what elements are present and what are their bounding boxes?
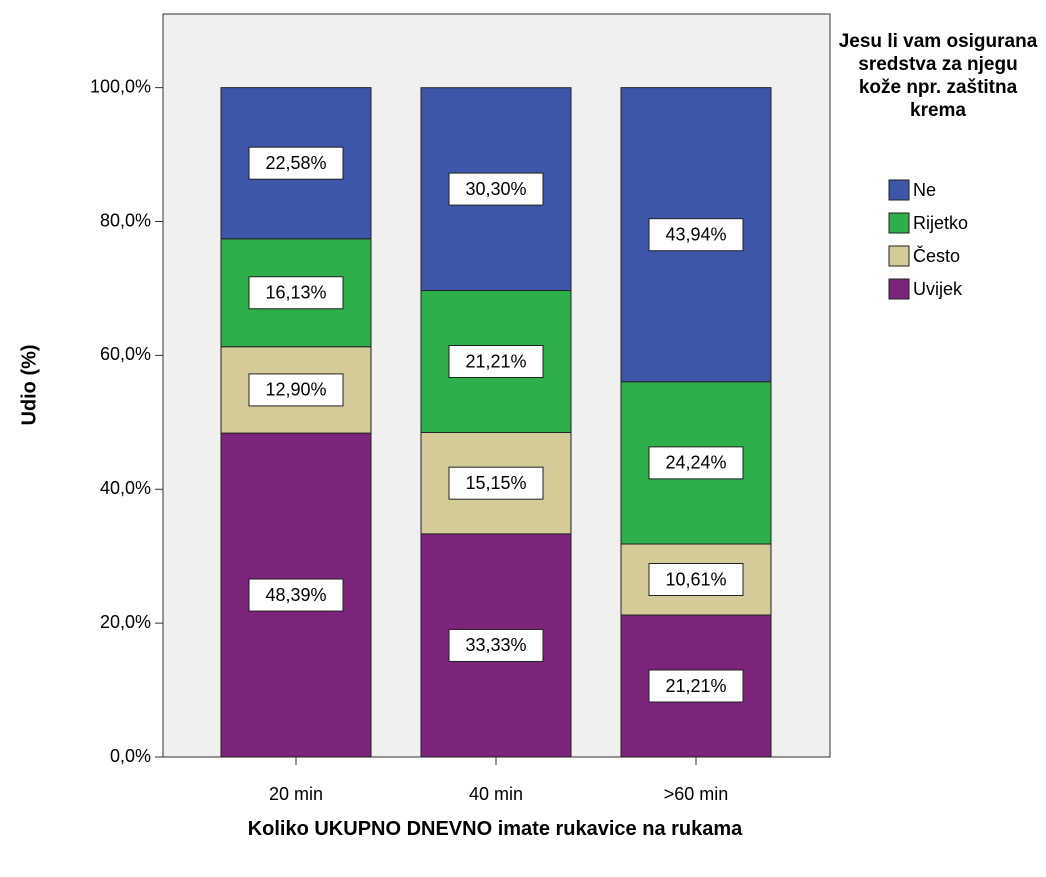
value-label-box <box>248 578 344 612</box>
legend-swatch <box>888 179 910 201</box>
value-label: 43,94% <box>665 224 726 244</box>
legend-label: Rijetko <box>913 213 968 233</box>
value-label: 33,33% <box>465 635 526 655</box>
value-label-box <box>448 345 544 379</box>
y-tick-label: 0,0% <box>110 746 151 766</box>
value-label: 48,39% <box>265 585 326 605</box>
legend-label: Uvijek <box>913 279 963 299</box>
value-label: 10,61% <box>665 569 726 589</box>
legend-swatch <box>888 278 910 300</box>
value-label-box <box>248 276 344 310</box>
x-tick-label: 40 min <box>469 784 523 804</box>
value-label: 16,13% <box>265 283 326 303</box>
value-label: 21,21% <box>465 351 526 371</box>
legend-label: Ne <box>913 180 936 200</box>
value-label: 15,15% <box>465 473 526 493</box>
value-label-box <box>248 373 344 407</box>
y-tick-label: 20,0% <box>100 612 151 632</box>
legend-swatch <box>888 245 910 267</box>
value-label: 30,30% <box>465 179 526 199</box>
legend-swatch <box>888 212 910 234</box>
legend-label: Često <box>913 245 960 266</box>
x-axis-title: Koliko UKUPNO DNEVNO imate rukavice na r… <box>247 818 743 840</box>
y-tick-label: 60,0% <box>100 344 151 364</box>
value-label: 21,21% <box>665 676 726 696</box>
value-label-box <box>648 669 744 703</box>
legend-title: Jesu li vam osigurana sredstva za njegu … <box>838 31 1038 121</box>
value-label: 12,90% <box>265 380 326 400</box>
x-tick-label: >60 min <box>664 784 729 804</box>
y-tick-label: 100,0% <box>90 76 151 96</box>
x-tick-label: 20 min <box>269 784 323 804</box>
y-tick-label: 80,0% <box>100 210 151 230</box>
value-label: 22,58% <box>265 153 326 173</box>
value-label-box <box>648 218 744 252</box>
value-label-box <box>648 563 744 597</box>
value-label-box <box>248 146 344 180</box>
value-label-box <box>448 172 544 206</box>
y-tick-label: 40,0% <box>100 478 151 498</box>
value-label-box <box>648 446 744 480</box>
value-label-box <box>448 628 544 662</box>
value-label-box <box>448 466 544 500</box>
value-label: 24,24% <box>665 453 726 473</box>
y-axis-title: Udio (%) <box>18 344 40 425</box>
